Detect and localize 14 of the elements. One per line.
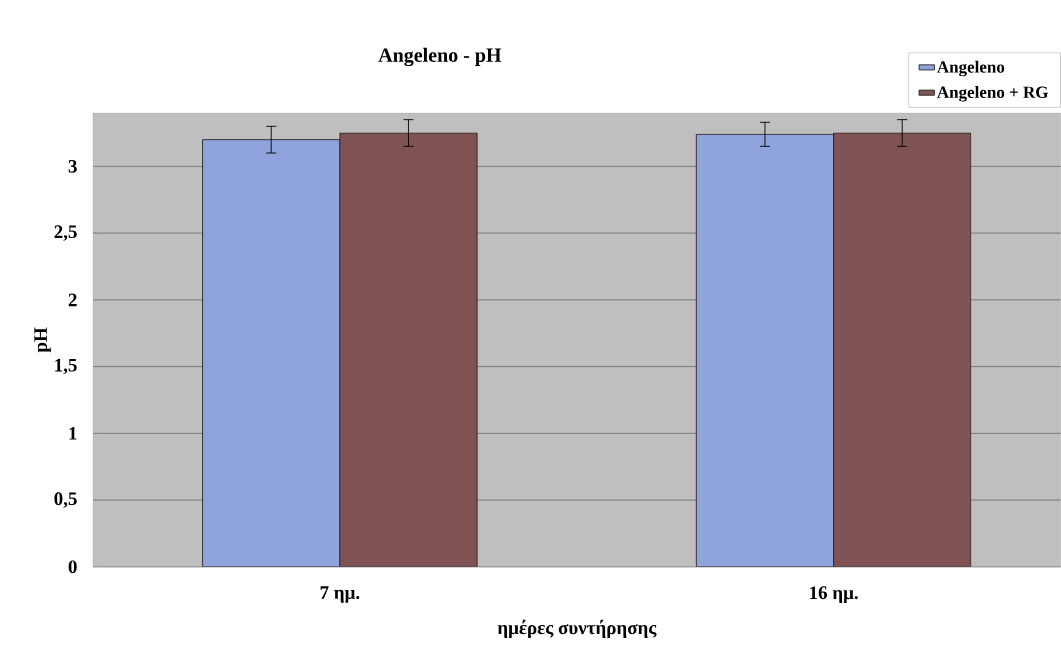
y-tick-label: 2: [68, 293, 77, 307]
legend-label: Angeleno + RG: [937, 86, 1049, 102]
y-tick-label: 3: [68, 160, 77, 173]
y-tick-label: 0,5: [54, 492, 77, 508]
y-tick-label: 2,5: [54, 225, 77, 241]
chart-title: Angeleno - pH: [378, 47, 502, 67]
y-tick-label: 1,5: [55, 358, 77, 375]
y-axis-title: pH: [34, 327, 51, 353]
legend-label: Angeleno: [937, 60, 1005, 77]
y-tick-label: 0: [68, 560, 77, 574]
x-tick-label: 16 ημ.: [810, 586, 858, 604]
x-tick-label: 7 ημ.: [320, 586, 360, 603]
x-axis-title: ημέρες συντήρησης: [497, 619, 657, 639]
y-tick-label: 1: [69, 427, 77, 440]
